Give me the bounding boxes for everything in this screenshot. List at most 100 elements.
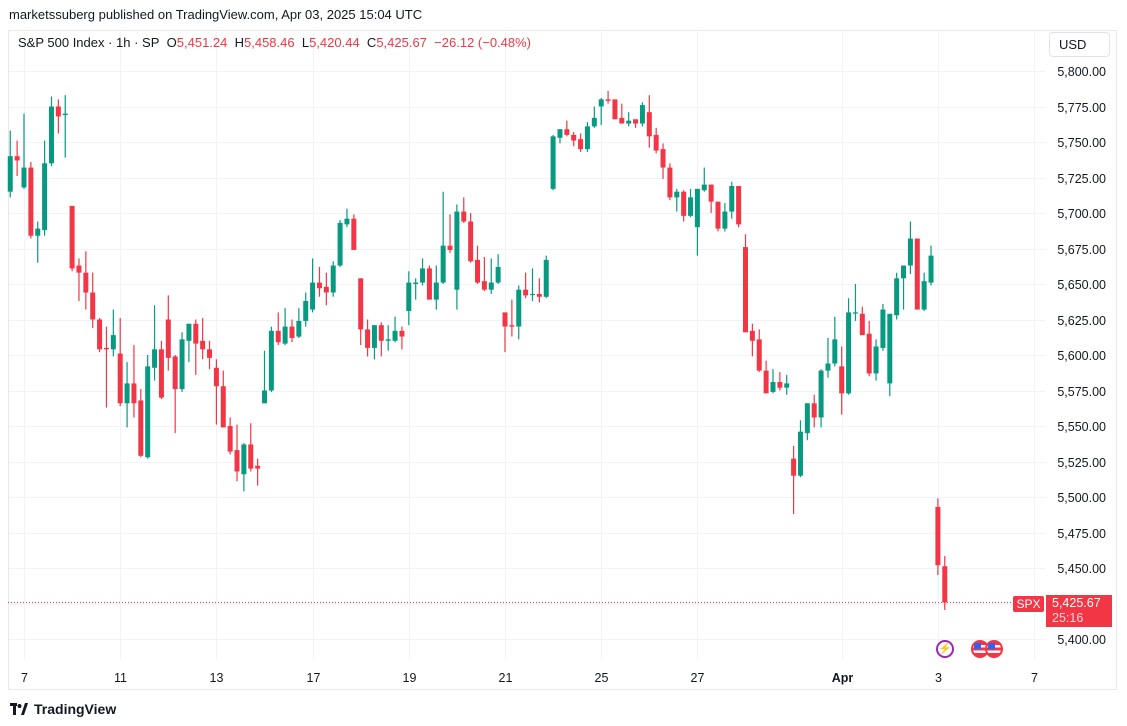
time-tick-label: 7 (21, 671, 28, 685)
chart-frame (8, 30, 1117, 690)
time-tick-label: 17 (307, 671, 321, 685)
lightning-icon[interactable]: ⚡ (936, 640, 954, 658)
candle-up (825, 337, 831, 378)
price-tick-label: 5,525.00 (1057, 456, 1106, 470)
candle-body (234, 450, 240, 472)
candle-body (846, 312, 852, 394)
candle-up (584, 122, 590, 152)
price-tick-label: 5,775.00 (1057, 101, 1106, 115)
candle-body (76, 265, 82, 273)
candle-body (110, 335, 116, 350)
candle-body (942, 566, 948, 603)
candle-body (365, 329, 371, 348)
time-tick-label: 11 (114, 671, 127, 685)
candle-down (578, 133, 584, 152)
candle-body (873, 346, 879, 374)
time-tick-label: 7 (1031, 671, 1038, 685)
candle-down (399, 326, 405, 350)
candle-body (502, 312, 508, 327)
candle-body (351, 218, 357, 250)
candle-body (145, 366, 151, 458)
candle-body (248, 444, 254, 469)
candle-down (28, 161, 34, 239)
candle-down (378, 322, 384, 357)
candle-body (152, 349, 158, 368)
candle-body (35, 228, 41, 236)
candle-body (158, 349, 164, 398)
candle-body (646, 112, 652, 137)
candle-body (172, 356, 178, 390)
candle-body (117, 353, 123, 404)
candle-down (509, 299, 515, 337)
candle-body (447, 245, 453, 250)
candle-down (715, 201, 721, 232)
candle-down (653, 127, 659, 154)
candle-body (481, 281, 487, 290)
candle-up (591, 106, 597, 128)
candle-body (660, 149, 666, 168)
candle-body (179, 339, 185, 390)
candle-up (626, 112, 632, 127)
candle-body (694, 188, 700, 228)
candle-down (763, 360, 769, 394)
candle-up (310, 258, 316, 313)
price-tick-label: 5,450.00 (1057, 562, 1106, 576)
candle-body (433, 282, 439, 300)
candle-body (200, 340, 206, 350)
candle-down (756, 329, 762, 373)
candle-body (316, 282, 322, 289)
candle-down (365, 319, 371, 357)
candle-down (275, 312, 281, 346)
candle-up (48, 96, 54, 167)
candle-up (495, 254, 501, 284)
candle-body (825, 363, 831, 371)
candle-body (461, 211, 467, 222)
candle-down (316, 266, 322, 297)
price-tick-label: 5,650.00 (1057, 278, 1106, 292)
candle-body (42, 163, 48, 231)
high-value: 5,458.46 (244, 35, 295, 50)
candle-body (887, 313, 893, 384)
candle-up (701, 167, 707, 192)
candle-down (612, 99, 618, 120)
candle-body (69, 205, 75, 269)
candle-down (207, 340, 213, 370)
candle-up (921, 272, 927, 311)
candle-body (605, 99, 611, 101)
candle-down (69, 205, 75, 272)
candle-up (186, 323, 192, 363)
time-tick-label: Apr (832, 671, 854, 685)
currency-button[interactable]: USD (1049, 32, 1110, 57)
candle-body (688, 197, 694, 216)
candle-down (227, 417, 233, 455)
candle-body (14, 156, 20, 161)
price-tick-label: 5,600.00 (1057, 349, 1106, 363)
candle-body (935, 506, 941, 566)
candle-body (598, 99, 604, 107)
candle-body (385, 339, 391, 341)
candle-body (509, 325, 515, 327)
candle-body (880, 309, 886, 348)
candle-down (743, 234, 748, 333)
candle-down (213, 359, 219, 425)
time-tick-label: 19 (403, 671, 417, 685)
candle-body (62, 113, 68, 116)
candle-body (337, 222, 343, 266)
candle-body (83, 272, 89, 293)
candle-up (907, 221, 913, 275)
candle-body (639, 105, 645, 124)
candle-down (76, 258, 82, 302)
candle-down (468, 213, 474, 263)
time-tick-label: 13 (210, 671, 224, 685)
candle-body (921, 281, 927, 310)
candle-down (165, 295, 171, 371)
candle-up (516, 285, 522, 340)
candle-down (158, 340, 164, 400)
candle-body (591, 117, 597, 127)
us-flag-icon[interactable] (985, 640, 1003, 658)
tradingview-logo[interactable]: TradingView (10, 701, 116, 717)
candle-body (48, 106, 54, 164)
candle-body (914, 238, 920, 310)
candle-down (83, 251, 89, 310)
